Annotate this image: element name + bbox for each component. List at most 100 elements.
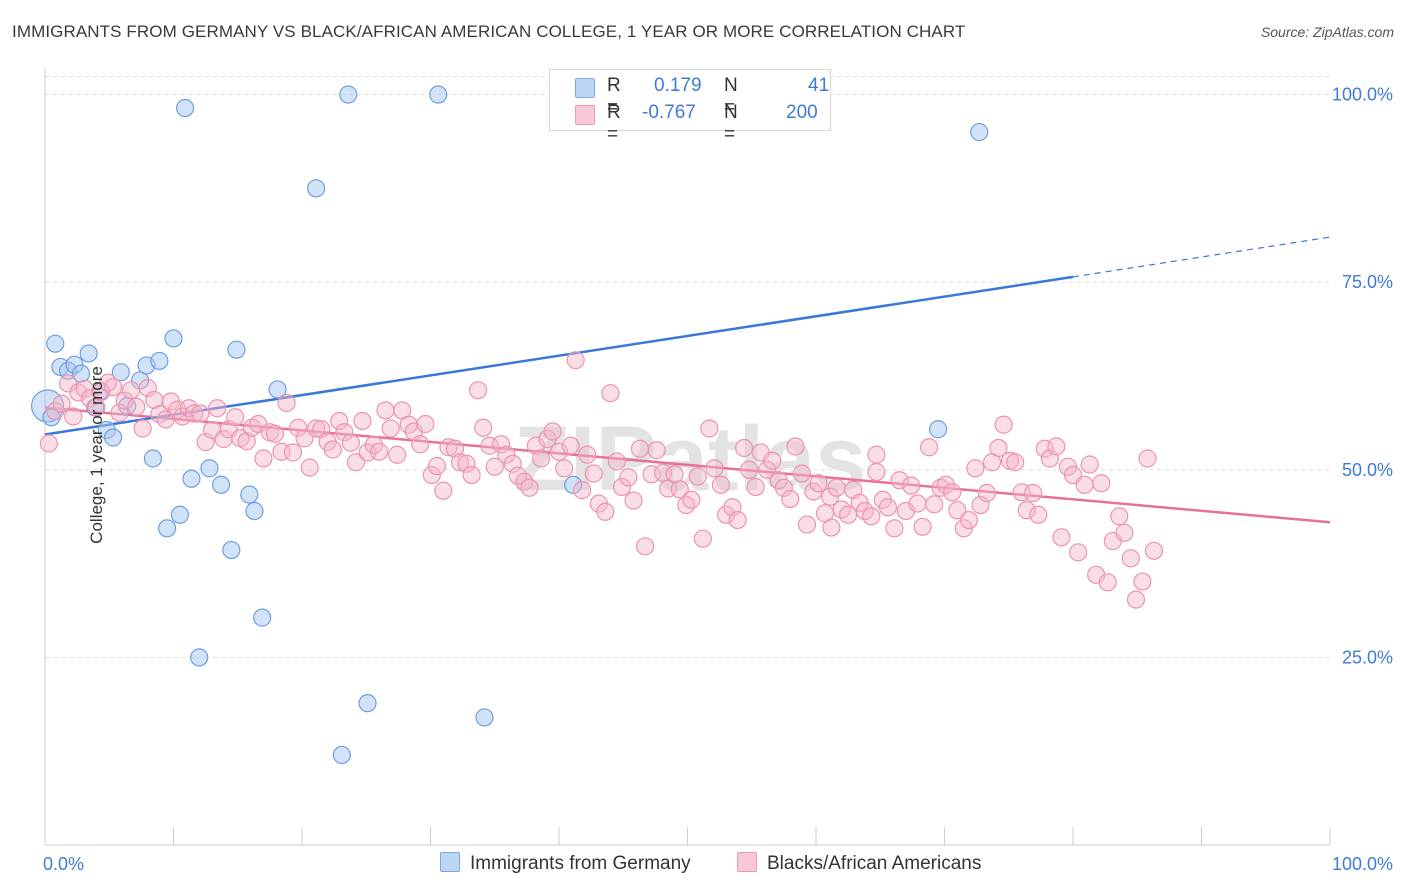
black-point bbox=[462, 465, 481, 485]
black-point bbox=[439, 438, 458, 457]
black-point bbox=[1017, 501, 1036, 520]
black-point bbox=[543, 422, 562, 441]
y-tick-label: 25.0% bbox=[1342, 647, 1393, 667]
black-point bbox=[1144, 541, 1164, 560]
black-point bbox=[226, 408, 245, 427]
germany-point bbox=[170, 505, 190, 524]
correlation-legend: R = 0.179 N = 41 R = -0.767 N = 200 bbox=[549, 69, 831, 145]
black-point bbox=[1133, 572, 1152, 591]
black-point bbox=[346, 453, 366, 472]
black-point bbox=[64, 407, 83, 426]
bottom-legend-label: Immigrants from Germany bbox=[470, 853, 691, 874]
black-point bbox=[948, 501, 967, 520]
black-point bbox=[966, 459, 985, 478]
y-axis-label: College, 1 year or more bbox=[86, 366, 106, 544]
black-point bbox=[1006, 453, 1025, 472]
black-point bbox=[601, 384, 620, 403]
black-point bbox=[1052, 528, 1071, 547]
black-point bbox=[520, 478, 539, 497]
black-point bbox=[693, 529, 713, 548]
bottom-legend-label: Blacks/African Americans bbox=[767, 853, 982, 874]
germany-point bbox=[164, 329, 183, 348]
black-point bbox=[740, 460, 759, 479]
black-point bbox=[387, 445, 407, 464]
black-point bbox=[913, 517, 932, 536]
black-point bbox=[191, 404, 210, 423]
black-point bbox=[353, 411, 372, 431]
legend-n-value: 41 bbox=[808, 75, 830, 96]
black-point bbox=[1110, 507, 1129, 526]
black-point bbox=[549, 442, 569, 461]
grid-lines bbox=[45, 76, 1330, 658]
black-point bbox=[821, 487, 840, 506]
black-point bbox=[827, 478, 846, 497]
black-point bbox=[994, 415, 1013, 434]
germany-trend-line bbox=[44, 275, 1074, 436]
germany-point bbox=[222, 540, 241, 560]
bottom-legend-germany: Immigrants from Germany bbox=[440, 852, 691, 875]
germany-point bbox=[253, 608, 272, 627]
series-black-points bbox=[39, 351, 1164, 609]
black-point bbox=[1080, 455, 1099, 474]
black-point bbox=[908, 494, 927, 513]
black-point bbox=[450, 453, 470, 472]
black-point bbox=[503, 454, 522, 473]
black-point bbox=[931, 478, 950, 497]
black-point bbox=[561, 436, 580, 455]
tick-labels: 25.0% 50.0% 75.0% 100.0% 0.0% 100.0% bbox=[43, 85, 1393, 874]
black-point bbox=[555, 459, 574, 478]
black-point bbox=[1069, 543, 1088, 562]
black-point bbox=[936, 475, 955, 494]
black-point bbox=[416, 414, 435, 434]
black-point bbox=[52, 394, 71, 413]
black-point bbox=[184, 404, 204, 423]
legend-swatch-pink bbox=[575, 105, 595, 125]
black-point bbox=[1115, 523, 1134, 542]
black-point bbox=[635, 537, 655, 556]
black-point bbox=[208, 399, 227, 418]
y-tick-label: 50.0% bbox=[1342, 460, 1393, 480]
germany-point bbox=[182, 469, 201, 488]
black-point bbox=[179, 399, 199, 418]
black-point bbox=[39, 434, 58, 453]
black-point bbox=[1098, 573, 1117, 592]
bottom-legend-swatch-blue bbox=[440, 852, 460, 872]
black-point bbox=[878, 498, 898, 517]
germany-point bbox=[227, 340, 246, 359]
black-point bbox=[335, 423, 354, 442]
black-point bbox=[792, 464, 811, 483]
germany-point bbox=[307, 179, 326, 198]
black-point bbox=[110, 403, 129, 422]
germany-point bbox=[564, 475, 583, 494]
germany-point bbox=[157, 519, 177, 538]
germany-point bbox=[71, 364, 91, 383]
black-point bbox=[277, 393, 296, 413]
germany-point bbox=[79, 344, 98, 363]
black-point bbox=[300, 458, 319, 477]
black-point bbox=[427, 456, 447, 476]
germany-point bbox=[339, 85, 358, 104]
black-point bbox=[80, 389, 100, 408]
black-point bbox=[492, 435, 511, 454]
germany-point bbox=[358, 694, 377, 713]
legend-r-value: -0.767 bbox=[642, 102, 696, 123]
black-point bbox=[434, 481, 453, 500]
black-point bbox=[485, 457, 504, 476]
black-point bbox=[578, 445, 597, 464]
y-tick-label: 100.0% bbox=[1332, 85, 1393, 105]
black-point bbox=[307, 419, 326, 438]
germany-point bbox=[104, 428, 123, 447]
black-point bbox=[867, 445, 886, 464]
black-point bbox=[566, 351, 585, 370]
germany-point bbox=[200, 459, 219, 478]
black-point bbox=[943, 483, 962, 502]
bottom-legend-black: Blacks/African Americans bbox=[737, 852, 981, 875]
germany-point bbox=[111, 363, 130, 382]
black-point bbox=[1138, 449, 1157, 468]
black-point bbox=[596, 502, 615, 521]
black-point bbox=[381, 419, 400, 438]
black-point bbox=[468, 381, 488, 400]
black-point bbox=[370, 442, 389, 461]
black-point bbox=[763, 451, 782, 470]
black-point bbox=[670, 480, 689, 499]
